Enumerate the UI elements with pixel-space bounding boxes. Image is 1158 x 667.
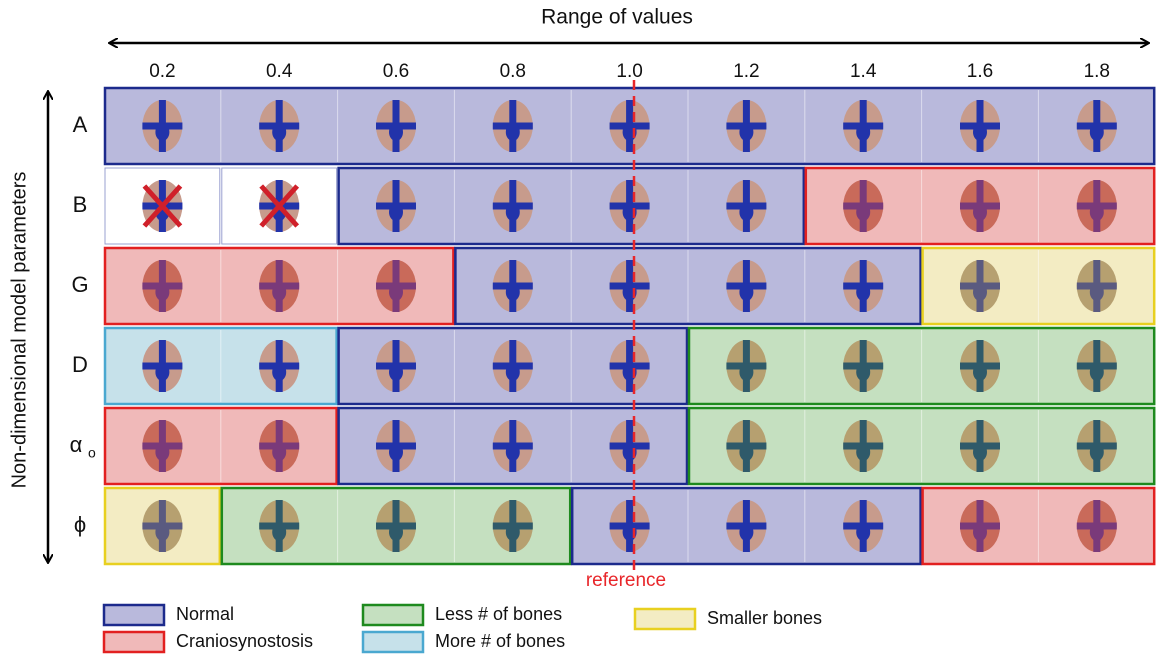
row-label: A [73,112,88,137]
column-label: 1.0 [616,61,642,82]
figure: Range of values Non-dimensional model pa… [0,0,1158,667]
fontanelle [272,443,286,461]
fontanelle [739,123,753,141]
legend-swatch [363,632,423,652]
fontanelle [973,283,987,301]
fontanelle [1090,363,1104,381]
fontanelle [272,523,286,541]
fontanelle [506,283,520,301]
page: Range of values Non-dimensional model pa… [0,0,1158,667]
legend-swatch [104,632,164,652]
fontanelle [389,523,403,541]
fontanelle [272,123,286,141]
fontanelle [739,203,753,221]
fontanelle [739,283,753,301]
fontanelle [973,443,987,461]
fontanelle [973,363,987,381]
fontanelle [506,123,520,141]
fontanelle [389,203,403,221]
fontanelle [973,203,987,221]
fontanelle [739,523,753,541]
fontanelle [739,443,753,461]
row-label: α [70,432,83,457]
fontanelle [155,123,169,141]
axis-label: Non-dimensional model parameters [8,172,30,489]
fontanelle [389,443,403,461]
fontanelle [155,523,169,541]
fontanelle [272,363,286,381]
fontanelle [155,283,169,301]
fontanelle [506,523,520,541]
fontanelle [856,523,870,541]
legend-label: Normal [176,604,234,624]
fontanelle [389,363,403,381]
fontanelle [856,123,870,141]
legend: Normal Craniosynostosis Less # of bones Mor… [104,604,822,652]
fontanelle [1090,283,1104,301]
grid [105,88,1154,564]
fontanelle [506,203,520,221]
fontanelle [389,123,403,141]
column-label: 0.4 [266,61,293,82]
column-label: 1.4 [850,61,877,82]
fontanelle [1090,523,1104,541]
fontanelle [973,123,987,141]
column-label: 1.8 [1084,61,1110,82]
fontanelle [1090,123,1104,141]
fontanelle [1090,203,1104,221]
column-label: 1.6 [967,61,993,82]
column-label: 0.2 [149,61,175,82]
legend-swatch [104,605,164,625]
fontanelle [973,523,987,541]
column-label: 0.8 [500,61,526,82]
fontanelle [856,283,870,301]
column-label: 0.6 [383,61,409,82]
fontanelle [155,363,169,381]
row-label-subscript: o [88,445,96,461]
fontanelle [739,363,753,381]
column-label: 1.2 [733,61,759,82]
legend-label: Smaller bones [707,608,822,628]
fontanelle [155,443,169,461]
row-label: B [73,192,88,217]
fontanelle [506,363,520,381]
legend-swatch [363,605,423,625]
fontanelle [856,363,870,381]
fontanelle [506,443,520,461]
row-label: ϕ [74,512,86,537]
row-label: D [72,352,88,377]
legend-label: Less # of bones [435,604,562,624]
fontanelle [389,283,403,301]
fontanelle [856,443,870,461]
legend-swatch [635,609,695,629]
fontanelle [1090,443,1104,461]
title: Range of values [541,6,693,29]
legend-label: Craniosynostosis [176,631,313,651]
row-label: G [71,272,88,297]
reference-label: reference [586,570,666,591]
fontanelle [856,203,870,221]
fontanelle [272,283,286,301]
legend-label: More # of bones [435,631,565,651]
